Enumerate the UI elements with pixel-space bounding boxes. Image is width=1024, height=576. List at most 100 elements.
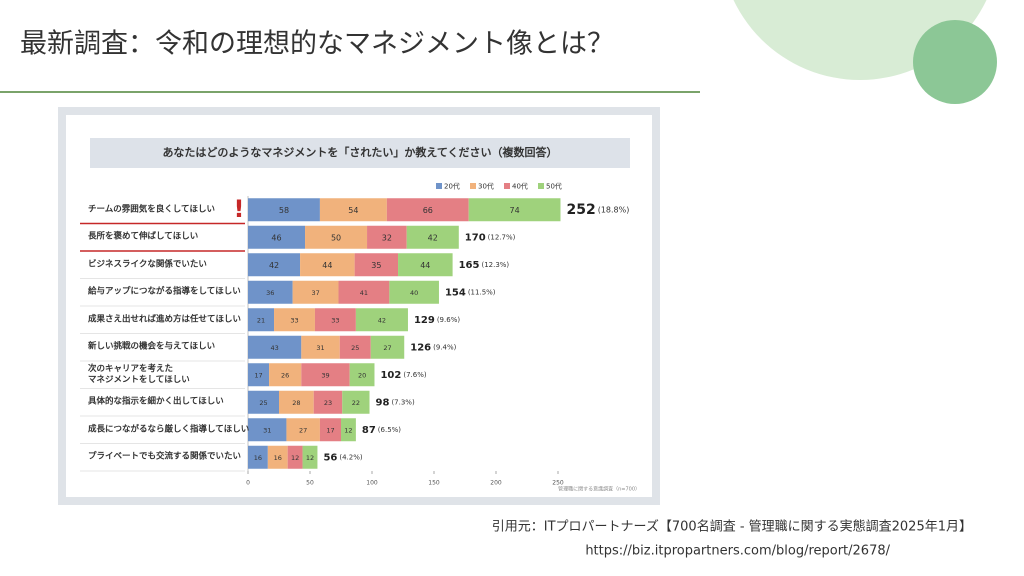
bar-segment xyxy=(286,418,320,442)
x-tick-label: 0 xyxy=(246,480,250,487)
segment-label: 32 xyxy=(382,233,392,242)
bar-segment xyxy=(248,253,301,277)
bar-segment xyxy=(319,198,387,222)
segment-label: 58 xyxy=(279,206,289,215)
total-label: 129 xyxy=(414,315,435,326)
segment-label: 42 xyxy=(378,316,386,324)
bar-segment xyxy=(248,445,268,469)
segment-label: 17 xyxy=(254,371,262,379)
note: 管理職に関する意識調査（n=700） xyxy=(558,486,640,493)
share-label: (18.8%) xyxy=(598,205,630,214)
chart-title: あなたはどのようなマネジメントを「されたい」か教えてください（複数回答） xyxy=(162,145,557,159)
segment-label: 31 xyxy=(263,426,271,434)
bar-segment xyxy=(248,418,287,442)
bar-segment xyxy=(319,418,341,442)
share-label: (9.6%) xyxy=(437,316,461,324)
total-label: 87 xyxy=(362,425,376,436)
category-label: チームの雰囲気を良くしてほしい xyxy=(88,204,215,215)
segment-label: 33 xyxy=(290,316,298,324)
bar-segment xyxy=(398,253,453,277)
segment-label: 26 xyxy=(281,371,289,379)
segment-label: 74 xyxy=(510,206,520,215)
segment-label: 31 xyxy=(316,344,324,352)
citation: 引用元：ITプロパートナーズ【700名調査 - 管理職に関する実態調査2025年… xyxy=(492,519,972,535)
x-tick-label: 200 xyxy=(490,480,502,487)
segment-label: 20 xyxy=(358,371,366,379)
bar-segment xyxy=(248,308,275,332)
segment-label: 17 xyxy=(326,426,334,434)
bar-segment xyxy=(370,335,405,359)
segment-label: 33 xyxy=(331,316,339,324)
alert-mark: ! xyxy=(234,195,245,223)
category-label: 次のキャリアを考えた マネジメントをしてほしい xyxy=(88,363,190,385)
bar-segment xyxy=(355,308,408,332)
x-tick-label: 100 xyxy=(366,480,378,487)
category-label: 成長につながるなら厳しく指導してほしい xyxy=(88,424,250,435)
segment-label: 36 xyxy=(266,289,274,297)
bar-segment xyxy=(349,363,375,387)
bar-segment xyxy=(406,225,459,249)
segment-label: 44 xyxy=(420,261,430,270)
share-label: (12.7%) xyxy=(488,233,516,241)
bar-segment xyxy=(305,225,368,249)
segment-label: 12 xyxy=(344,426,352,434)
bar-segment xyxy=(386,198,469,222)
segment-label: 42 xyxy=(269,261,279,270)
segment-label: 41 xyxy=(360,289,368,297)
category-label: 給与アップにつながる指導をしてほしい xyxy=(88,286,241,297)
bar-segment xyxy=(274,308,315,332)
bar-segment xyxy=(248,280,293,304)
legend-label: 30代 xyxy=(478,182,494,191)
bar-segment xyxy=(468,198,561,222)
total-label: 170 xyxy=(465,232,486,243)
bar-segment xyxy=(287,445,303,469)
bar-segment xyxy=(248,198,320,222)
bar-segment xyxy=(300,253,355,277)
chart-header xyxy=(90,138,630,168)
segment-label: 40 xyxy=(410,289,418,297)
share-label: (9.4%) xyxy=(433,343,457,351)
category-label: プライベートでも交流する関係でいたい xyxy=(88,451,242,462)
bar-segment xyxy=(279,390,314,414)
segment-label: 66 xyxy=(423,206,433,215)
segment-label: 27 xyxy=(299,426,307,434)
legend-swatch xyxy=(470,183,476,189)
segment-label: 43 xyxy=(271,344,279,352)
legend-label: 50代 xyxy=(546,182,562,191)
category-label: ビジネスライクな関係でいたい xyxy=(88,259,207,270)
x-tick-label: 50 xyxy=(306,480,314,487)
share-label: (7.6%) xyxy=(403,371,427,379)
bar-segment xyxy=(342,390,370,414)
legend-swatch xyxy=(504,183,510,189)
total-label: 98 xyxy=(376,397,390,408)
bar-segment xyxy=(248,363,270,387)
bar-segment xyxy=(339,335,371,359)
legend-swatch xyxy=(436,183,442,189)
segment-label: 46 xyxy=(271,233,281,242)
x-tick-label: 250 xyxy=(552,480,564,487)
bar-segment xyxy=(302,445,318,469)
share-label: (12.3%) xyxy=(481,261,509,269)
total-label: 56 xyxy=(323,452,337,463)
segment-label: 27 xyxy=(383,344,391,352)
share-label: (11.5%) xyxy=(468,288,496,296)
bar-segment xyxy=(301,335,340,359)
segment-label: 39 xyxy=(321,371,329,379)
segment-label: 42 xyxy=(428,233,438,242)
segment-label: 25 xyxy=(259,399,267,407)
share-label: (4.2%) xyxy=(339,453,363,461)
decor-circle xyxy=(913,20,997,104)
segment-label: 21 xyxy=(257,316,265,324)
share-label: (6.5%) xyxy=(378,426,402,434)
legend-swatch xyxy=(538,183,544,189)
segment-label: 25 xyxy=(351,344,359,352)
segment-label: 50 xyxy=(331,233,341,242)
bar-segment xyxy=(367,225,407,249)
bar-segment xyxy=(301,363,350,387)
segment-label: 54 xyxy=(348,206,358,215)
bar-segment xyxy=(341,418,356,442)
segment-label: 16 xyxy=(274,454,282,462)
bar-segment xyxy=(292,280,339,304)
